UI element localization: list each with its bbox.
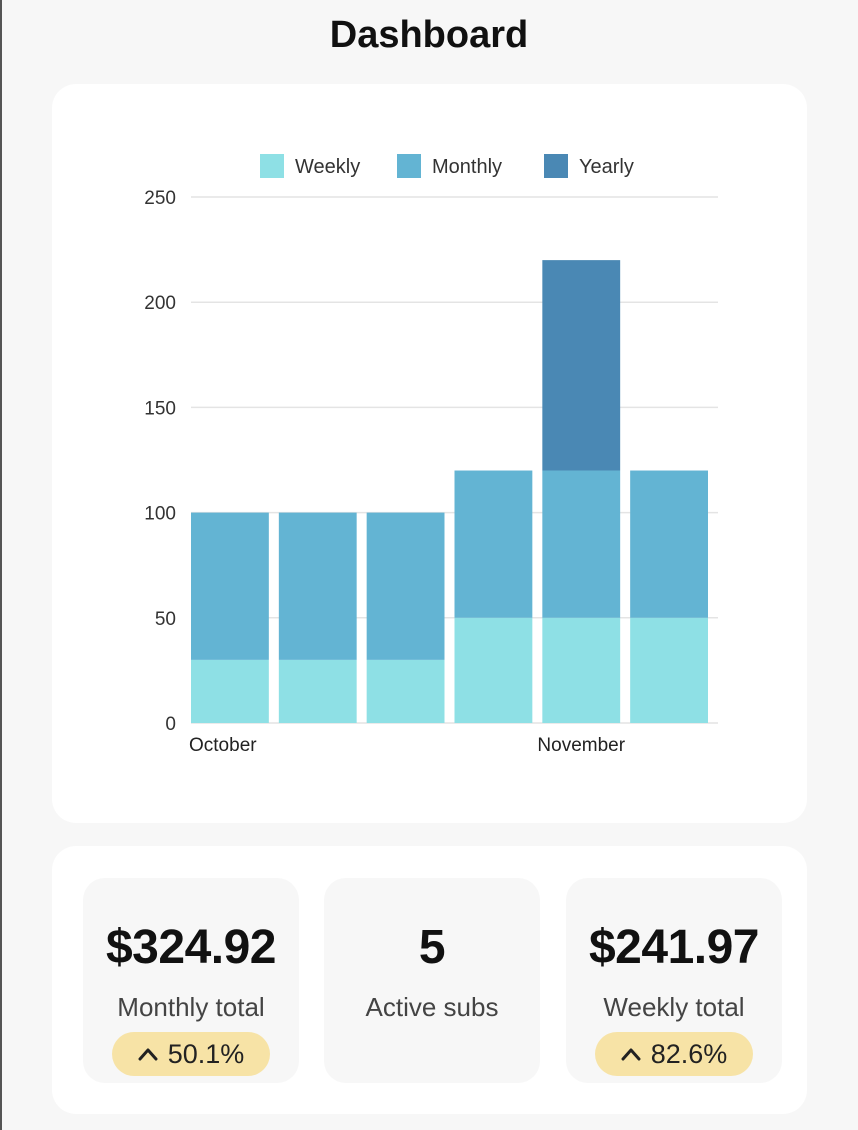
bar-segment-weekly xyxy=(366,659,445,723)
change-value: 50.1% xyxy=(167,1038,245,1069)
bar-segment-weekly xyxy=(630,617,708,723)
stat-label: Weekly total xyxy=(603,992,745,1022)
y-tick-label: 150 xyxy=(144,398,176,419)
x-tick-label: November xyxy=(537,735,625,756)
legend-swatch-yearly xyxy=(544,154,568,178)
stat-value: $241.97 xyxy=(588,921,760,974)
stat-label: Monthly total xyxy=(117,992,265,1022)
chevron-up-icon xyxy=(138,1048,158,1061)
bar-segment-weekly xyxy=(278,659,357,723)
bar-segment-yearly xyxy=(542,260,621,471)
bar-segment-monthly xyxy=(278,512,357,660)
legend-label: Monthly xyxy=(432,156,502,178)
stat-monthly-total: $324.92 Monthly total 50.1% xyxy=(83,878,299,1083)
change-badge: 50.1% xyxy=(112,1032,270,1076)
bar-segment-monthly xyxy=(542,470,621,618)
x-tick-label: October xyxy=(189,735,257,756)
bar-segment-weekly xyxy=(191,659,269,723)
bar-segment-monthly xyxy=(630,470,708,618)
bar-segment-monthly xyxy=(191,512,269,660)
legend-swatch-monthly xyxy=(397,154,421,178)
legend-label: Weekly xyxy=(295,156,360,178)
stats-card: $324.92 Monthly total 50.1% 5 Active sub… xyxy=(52,846,807,1114)
bar-segment-weekly xyxy=(542,617,621,723)
change-value: 82.6% xyxy=(650,1038,728,1069)
y-tick-label: 50 xyxy=(155,609,176,630)
stat-value: 5 xyxy=(418,921,446,974)
y-tick-label: 200 xyxy=(144,293,176,314)
bar-segment-monthly xyxy=(454,470,533,618)
legend-swatch-weekly xyxy=(260,154,284,178)
stat-value: $324.92 xyxy=(105,921,277,974)
change-badge: 82.6% xyxy=(595,1032,753,1076)
window-edge xyxy=(0,0,2,1130)
y-tick-label: 100 xyxy=(144,504,176,525)
stat-active-subs: 5 Active subs xyxy=(324,878,540,1083)
bar-segment-monthly xyxy=(366,512,445,660)
legend-label: Yearly xyxy=(579,156,634,178)
bar-segment-weekly xyxy=(454,617,533,723)
y-tick-label: 0 xyxy=(165,714,176,735)
y-tick-label: 250 xyxy=(144,188,176,209)
stat-weekly-total: $241.97 Weekly total 82.6% xyxy=(566,878,782,1083)
page-title: Dashboard xyxy=(329,14,529,56)
stacked-bar-chart: 0 50 100 150 200 250 October November Weekly Mont… xyxy=(144,154,718,756)
chart-card: 0 50 100 150 200 250 October November Weekly Mont… xyxy=(52,84,807,823)
stat-label: Active subs xyxy=(365,992,499,1022)
chevron-up-icon xyxy=(621,1048,641,1061)
